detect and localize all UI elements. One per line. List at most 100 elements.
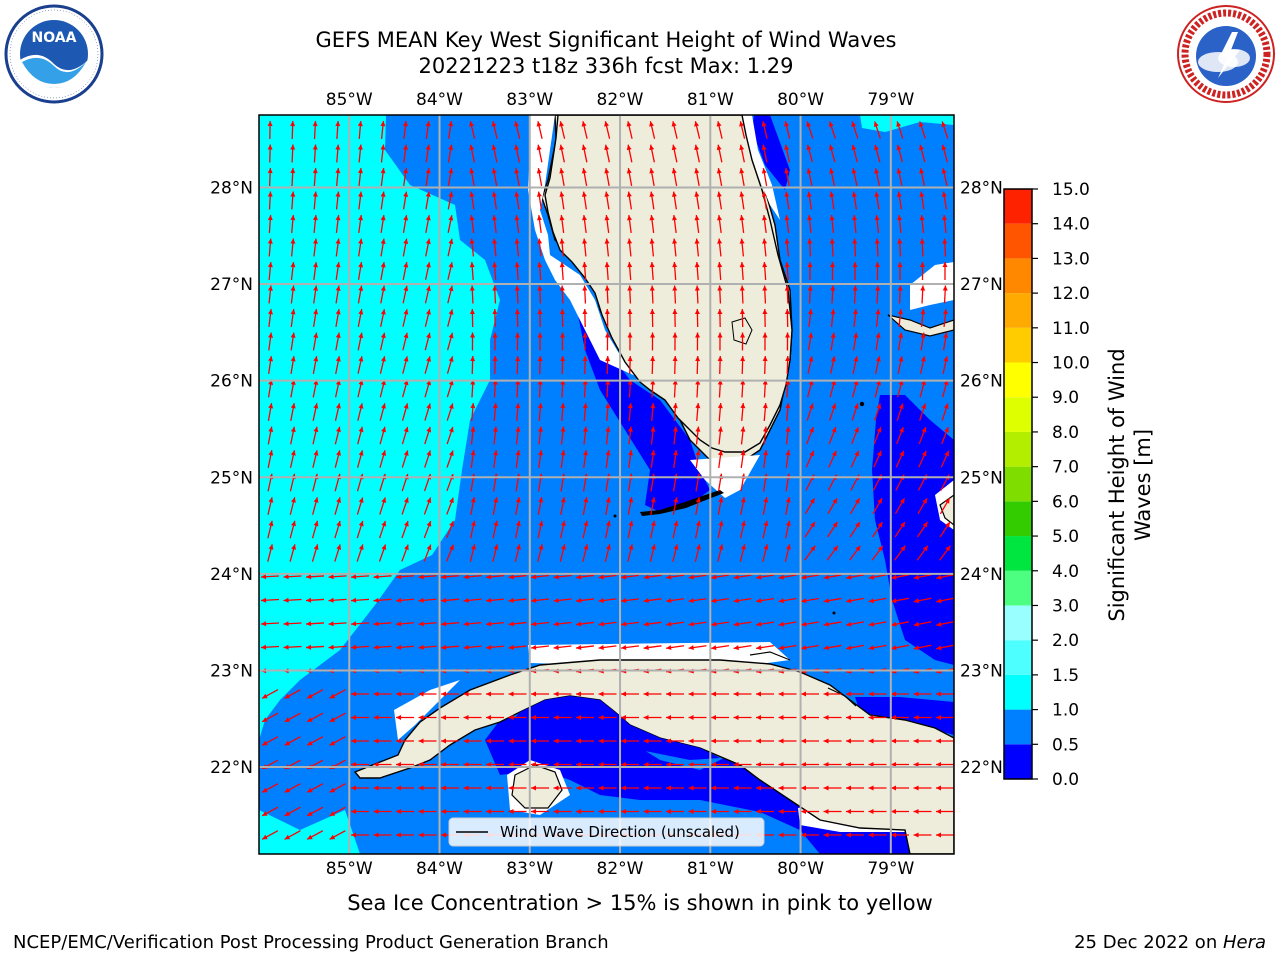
wind-arrow-head xyxy=(598,785,604,791)
wind-arrow-head xyxy=(515,450,521,456)
wind-arrow-head xyxy=(784,144,790,151)
wind-arrow-head xyxy=(403,262,409,268)
wind-arrow-head xyxy=(396,644,402,650)
wind-arrow-head xyxy=(262,717,268,722)
lat-label-left: 22°N xyxy=(210,758,253,778)
wind-arrow-head xyxy=(913,645,920,651)
wind-arrow-head xyxy=(581,144,587,151)
wind-arrow-head xyxy=(740,356,746,362)
wind-arrow-head xyxy=(711,574,717,580)
wind-arrow-head xyxy=(688,738,694,744)
wind-arrow-head xyxy=(493,450,499,456)
wind-arrow-head xyxy=(358,309,364,315)
wind-arrow-head xyxy=(425,168,431,174)
wind-arrow-head xyxy=(381,426,386,433)
wind-arrow-head xyxy=(538,497,544,503)
wind-arrow-head xyxy=(283,597,289,603)
wind-arrow-head xyxy=(514,238,520,244)
wind-arrow-head xyxy=(919,144,924,151)
wind-arrow-head xyxy=(329,834,336,840)
wind-arrow-head xyxy=(290,191,296,197)
wind-arrow-head xyxy=(486,597,492,603)
wind-arrow-head xyxy=(621,715,626,720)
colorbar-segment xyxy=(1004,258,1032,294)
wind-arrow-head xyxy=(404,544,409,551)
wind-arrow-head xyxy=(874,144,879,151)
wind-arrow-head xyxy=(778,762,784,767)
wind-arrow-head xyxy=(852,309,858,315)
wind-arrow-head xyxy=(913,738,919,744)
wind-arrow-head xyxy=(448,121,454,127)
wind-arrow-head xyxy=(918,121,924,127)
wind-arrow-head xyxy=(891,621,897,627)
wind-arrow-head xyxy=(381,403,386,409)
wind-arrow-head xyxy=(897,285,903,291)
wind-arrow-head xyxy=(853,332,859,338)
wind-arrow-head xyxy=(666,691,671,697)
wind-arrow-head xyxy=(671,191,677,197)
wind-arrow-head xyxy=(673,544,679,550)
wind-arrow-head xyxy=(470,426,476,432)
wind-arrow-head xyxy=(688,809,694,814)
wind-arrow-head xyxy=(358,356,364,362)
wind-arrow-head xyxy=(711,762,716,767)
colorbar-segment xyxy=(1004,674,1032,710)
wind-arrow-head xyxy=(284,717,291,722)
wind-arrow-head xyxy=(784,215,790,221)
wind-arrow-head xyxy=(329,740,336,746)
wind-arrow-head xyxy=(470,332,476,338)
wind-arrow-head xyxy=(396,809,401,814)
wind-arrow-head xyxy=(649,121,655,127)
wind-arrow-head xyxy=(449,521,454,527)
wind-arrow-head xyxy=(806,191,812,197)
wind-arrow-head xyxy=(380,121,386,127)
wind-arrow-head xyxy=(868,691,874,697)
wind-arrow-head xyxy=(537,309,543,315)
wind-arrow-head xyxy=(267,121,273,127)
wind-arrow-head xyxy=(536,144,542,151)
wind-arrow-head xyxy=(598,762,604,767)
wind-arrow-head xyxy=(403,285,409,292)
wind-arrow-head xyxy=(900,521,905,528)
wind-arrow-head xyxy=(515,497,521,503)
wind-arrow-head xyxy=(403,215,409,221)
wind-arrow-head xyxy=(598,574,604,580)
wind-arrow-head xyxy=(396,715,401,720)
wind-arrow-head xyxy=(717,309,723,315)
colorbar-segment xyxy=(1004,362,1032,398)
wind-arrow-head xyxy=(380,262,386,268)
wind-arrow-head xyxy=(846,621,852,627)
wind-arrow-head xyxy=(582,309,588,315)
wind-arrow-head xyxy=(463,621,469,627)
wind-arrow-head xyxy=(312,191,318,197)
wind-arrow-head xyxy=(559,168,565,174)
wind-arrow-head xyxy=(396,738,401,744)
wind-arrow-head xyxy=(469,309,475,315)
wind-arrow-head xyxy=(486,715,491,720)
wind-arrow-head xyxy=(425,215,431,221)
gridlines xyxy=(259,115,954,854)
wind-arrow-head xyxy=(491,121,497,127)
wind-arrow-head xyxy=(785,403,791,409)
wind-arrow-head xyxy=(537,379,543,385)
wind-arrow-head xyxy=(672,215,677,221)
wind-arrow-head xyxy=(628,544,634,550)
wind-arrow-head xyxy=(688,621,694,627)
colorbar-label-1: Significant Height of Wind xyxy=(1105,348,1129,621)
wind-arrow-head xyxy=(290,450,296,456)
wind-arrow-head xyxy=(553,809,559,814)
wind-arrow-head xyxy=(531,762,536,767)
wind-arrow-head xyxy=(537,285,543,291)
wind-arrow-head xyxy=(695,356,701,362)
wind-arrow-head xyxy=(290,332,296,338)
wind-arrow-head xyxy=(650,403,656,409)
wind-arrow-head xyxy=(576,644,582,650)
wind-arrow-head xyxy=(441,574,447,580)
wind-arrow-head xyxy=(694,285,700,291)
lat-label-right: 24°N xyxy=(960,565,1003,585)
wind-arrow-head xyxy=(576,785,581,791)
wind-arrow-head xyxy=(846,715,851,720)
wind-arrow-head xyxy=(756,574,762,580)
wind-arrow-head xyxy=(560,426,566,432)
wind-arrow-head xyxy=(649,262,655,268)
